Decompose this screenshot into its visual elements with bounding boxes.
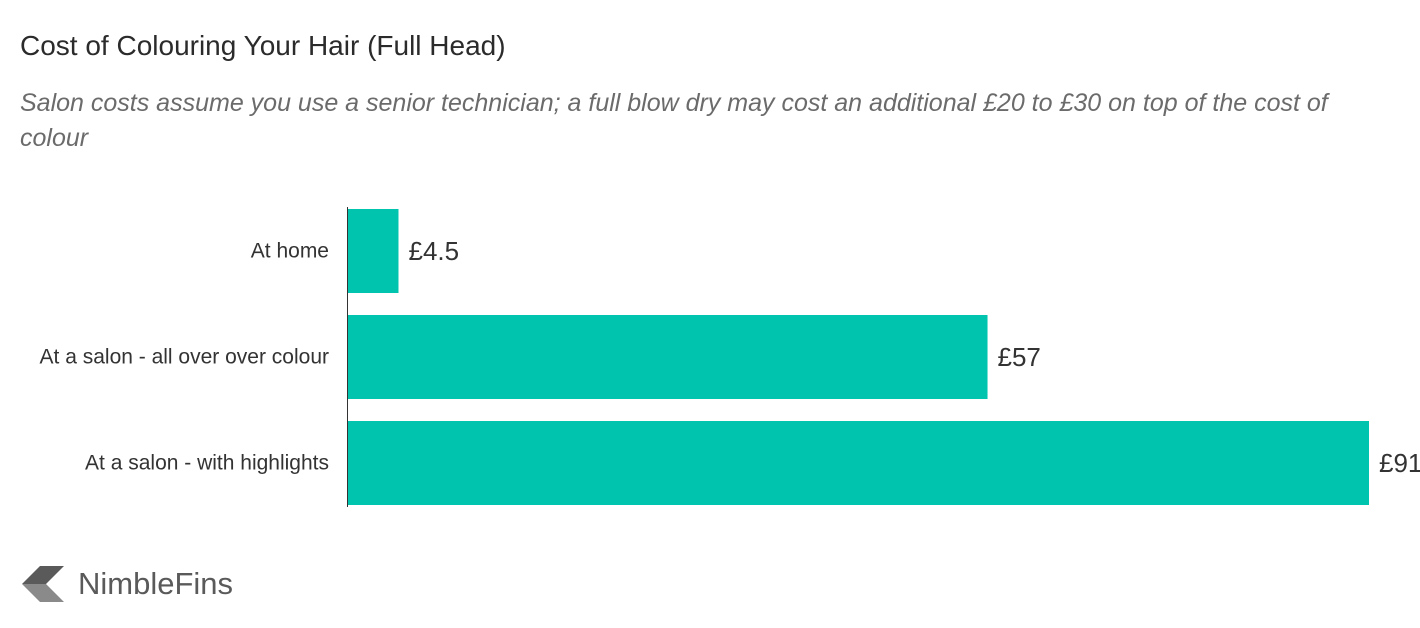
value-label-1: £57 (998, 342, 1041, 372)
brand-name: NimbleFins (78, 566, 234, 601)
bar-2 (348, 421, 1369, 505)
chart-subtitle: Salon costs assume you use a senior tech… (20, 89, 1328, 152)
chart-title: Cost of Colouring Your Hair (Full Head) (20, 30, 506, 61)
category-label-0: At home (251, 240, 329, 263)
brand: NimbleFins (20, 562, 233, 606)
nimblefins-arrow-icon (22, 566, 64, 602)
bar-chart: At home £4.5 At a salon - all over over co… (40, 207, 1420, 507)
value-label-2: £91 (1379, 448, 1420, 478)
category-label-2: At a salon - with highlights (85, 452, 329, 475)
bar-0 (348, 209, 399, 293)
bar-1 (348, 315, 988, 399)
value-label-0: £4.5 (408, 236, 459, 266)
category-label-1: At a salon - all over over colour (40, 346, 329, 369)
